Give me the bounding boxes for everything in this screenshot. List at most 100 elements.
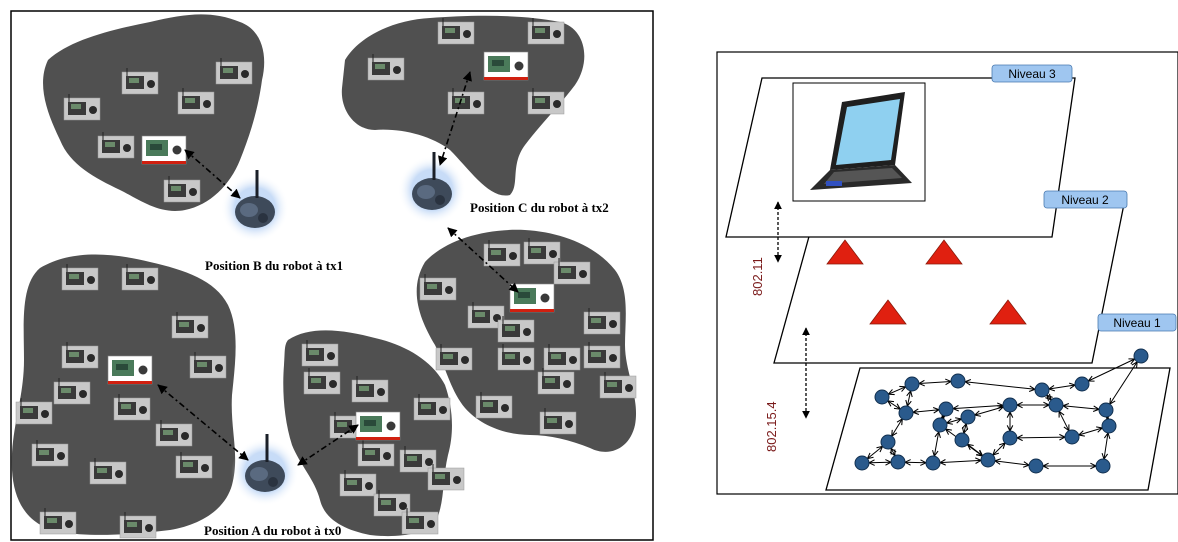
sensor-node-icon [189,352,227,379]
sensor-node-icon [523,238,561,265]
plane-level-1 [825,367,1171,491]
level-tab-2 [1043,190,1128,209]
laptop-touchpad [826,181,842,186]
sensor-node-icon [401,508,439,535]
mesh-link [965,382,1035,390]
level-tab-1 [1097,313,1177,332]
mesh-link [1063,406,1099,410]
sensor-node-icon [599,372,637,399]
sensor-node-icon [351,376,389,403]
robot-icon [398,152,466,224]
robot-label-c: Position C du robot à tx2 [470,200,609,215]
mesh-link [891,448,895,455]
level-tab-3 [991,64,1073,83]
sensor-node-icon [121,68,159,95]
sensor-node-icon [39,508,77,535]
sensor-node-icon [215,58,253,85]
link-b [184,149,241,199]
routers [826,239,1027,325]
mesh-node [980,452,996,468]
sensor-node-icon [15,398,53,425]
mesh-link [968,444,983,455]
mesh-node [1095,458,1111,474]
mesh-link [919,382,951,384]
sensor-node-icon [583,342,621,369]
sensor-node-icon [553,258,591,285]
sensor-node-icon [175,452,213,479]
sensor-node-icon [419,274,457,301]
mesh-node [1101,418,1117,434]
right-panel: Niveau 3 Niveau 2 Niveau 1 802.11 802.15… [716,51,1178,495]
sensor-node-icon [119,512,157,539]
mesh-node [1002,430,1018,446]
mesh-link [1047,395,1051,400]
mesh-link [1110,362,1137,404]
level-label-2: Niveau 2 [1061,193,1109,207]
mesh-link [1104,433,1108,459]
active-sensor-icon [355,411,401,441]
sensor-node-icon [357,440,395,467]
mesh-link [940,460,981,462]
mesh-link [888,401,900,409]
sensor-node-icon [539,408,577,435]
sensor-node-icon [155,420,193,447]
sensor-node-icon [171,312,209,339]
level-label-3: Niveau 3 [1008,67,1056,81]
sensor-node-icon [31,440,69,467]
robot-label-b: Position B du robot à tx1 [205,258,343,273]
mesh-node [1133,348,1149,364]
mesh-node [904,376,920,392]
active-sensor-icon [483,51,529,81]
level-label-1: Niveau 1 [1113,316,1161,330]
sensor-node-icon [427,464,465,491]
sensor-node-icon [483,240,521,267]
link-c-up [438,71,472,166]
sensor-node-icon [373,490,411,517]
sensor-node-icon [301,340,339,367]
link-c-down [447,227,519,293]
cluster-a-left [11,254,236,535]
mesh-node [1048,397,1064,413]
link-arrows [157,71,519,466]
router-triangle [925,239,963,265]
robot-label-a: Position A du robot à tx0 [204,523,341,538]
mesh-link [1017,437,1065,438]
mesh-node [954,432,970,448]
sensor-node-icon [89,458,127,485]
mesh-node [1074,376,1090,392]
sensor-node-icon [61,264,99,291]
sensor-node-icon [435,344,473,371]
laptop-image [792,82,926,202]
mesh-node [1002,397,1018,413]
mesh-node [898,405,914,421]
mesh-link [892,419,903,436]
mesh-link [943,416,944,419]
mesh-node [925,455,941,471]
sensor-node-icon [475,392,513,419]
sensor-node-icon [121,264,159,291]
sensor-node-icon [497,344,535,371]
protocol-label-802154: 802.15.4 [764,401,779,452]
active-sensor-icon [509,283,555,313]
mesh-link [867,446,882,458]
sensor-node-icon [527,88,565,115]
active-sensor-icon [107,355,153,385]
sensor-node-icon [97,132,135,159]
mesh-link [947,419,962,423]
sensor-node-icon [437,18,475,45]
sensor-node-icon [61,342,99,369]
protocol-label-80211: 802.11 [750,257,765,296]
mesh-node [950,373,966,389]
sensor-node-icon [399,446,437,473]
mesh-link [993,443,1005,455]
mesh-node [932,417,948,433]
mesh-link [995,461,1029,465]
mesh-link [975,407,1004,415]
left-panel: Position B du robot à tx1 Position C du … [10,10,654,541]
sensor-node-icon [113,394,151,421]
sensor-mesh [854,348,1149,474]
sensor-node-icon [339,470,377,497]
mesh-link [907,391,910,406]
link-a-right [297,424,359,466]
